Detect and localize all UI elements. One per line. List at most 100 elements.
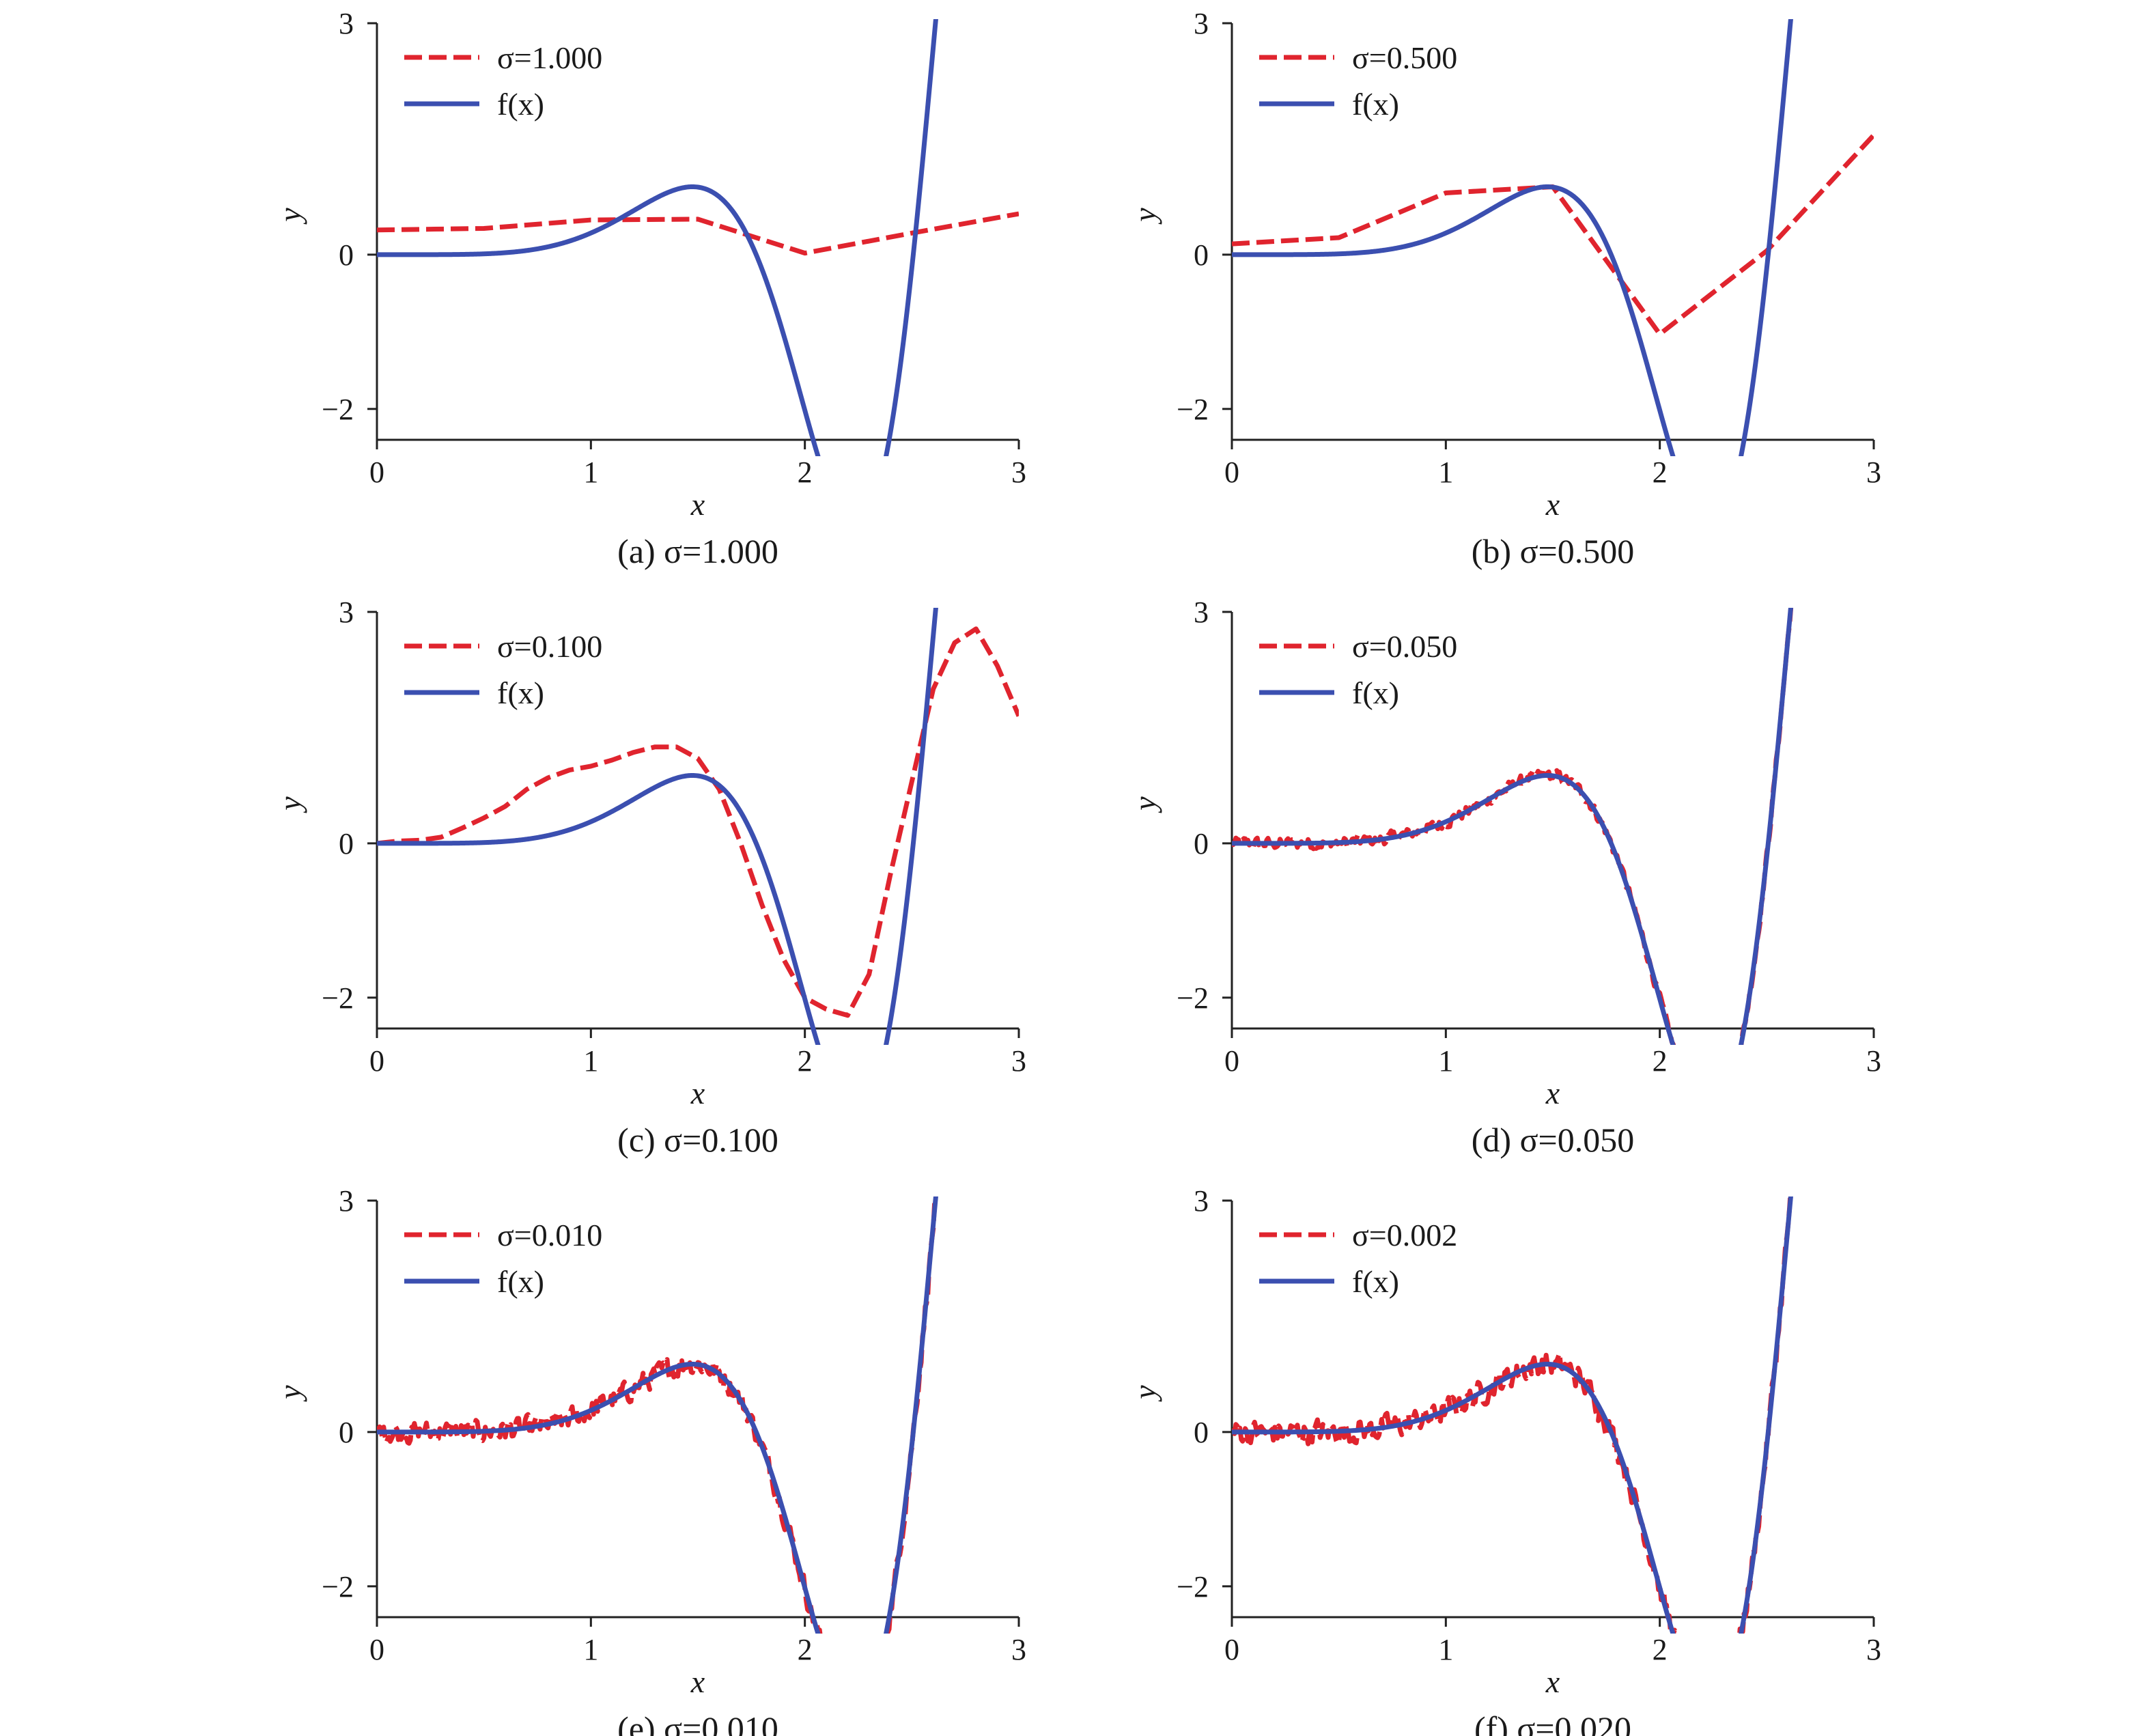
y-tick-label: 3 <box>1194 1184 1209 1218</box>
x-tick-label: 1 <box>583 1633 598 1666</box>
chart-panel: 0 1 2 3 −2 0 3 x y σ=0.100 f(x) (c) σ=0.100 <box>272 596 1026 1159</box>
x-tick-label: 3 <box>1866 456 1881 489</box>
legend: σ=0.500 f(x) <box>1259 40 1457 122</box>
chart-panel: 0 1 2 3 −2 0 3 x y σ=0.050 f(x) (d) σ=0.050 <box>1127 596 1881 1159</box>
chart-panel: 0 1 2 3 −2 0 3 x y σ=0.010 f(x) (e) σ=0.010 <box>272 1184 1026 1736</box>
legend: σ=0.100 f(x) <box>404 629 602 710</box>
x-axis-title: x <box>1545 487 1560 522</box>
legend: σ=0.002 f(x) <box>1259 1218 1457 1299</box>
x-tick-label: 1 <box>583 1044 598 1078</box>
x-axis-title: x <box>690 487 705 522</box>
y-tick-label: 0 <box>339 238 354 272</box>
y-tick-label: 3 <box>339 1184 354 1218</box>
legend-label: f(x) <box>497 87 544 122</box>
series-true-function-line <box>1232 608 1793 1045</box>
legend-label: σ=0.050 <box>1352 629 1457 664</box>
y-axis-title: y <box>272 208 307 225</box>
series-true-function-line <box>377 1196 938 1634</box>
x-tick-label: 3 <box>1011 1633 1026 1666</box>
x-tick-label: 3 <box>1011 1044 1026 1078</box>
chart-panel: 0 1 2 3 −2 0 3 x y σ=0.500 f(x) (b) σ=0.500 <box>1127 7 1881 570</box>
x-tick-label: 0 <box>1224 1633 1239 1666</box>
legend: σ=0.050 f(x) <box>1259 629 1457 710</box>
x-tick-label: 0 <box>369 456 384 489</box>
y-tick-label: −2 <box>322 393 354 426</box>
panel-caption: (b) σ=0.500 <box>1472 532 1634 570</box>
y-axis-title: y <box>272 1385 307 1402</box>
series-true-function-line <box>1232 1196 1793 1634</box>
plot-area <box>377 19 1019 456</box>
x-axis-title: x <box>690 1076 705 1110</box>
y-tick-label: 0 <box>339 1416 354 1449</box>
plot-area <box>1232 608 1794 1045</box>
plot-area <box>1232 19 1874 456</box>
panel-caption: (d) σ=0.050 <box>1472 1121 1634 1159</box>
x-tick-label: 0 <box>369 1044 384 1078</box>
y-tick-label: 3 <box>339 596 354 629</box>
x-tick-label: 0 <box>369 1633 384 1666</box>
legend-label: f(x) <box>1352 87 1399 122</box>
legend-label: σ=0.002 <box>1352 1218 1457 1252</box>
legend-label: σ=1.000 <box>497 40 602 75</box>
x-tick-label: 2 <box>798 1044 813 1078</box>
legend: σ=1.000 f(x) <box>404 40 602 122</box>
legend-label: σ=0.010 <box>497 1218 602 1252</box>
y-tick-label: −2 <box>1177 981 1209 1015</box>
legend-label: σ=0.500 <box>1352 40 1457 75</box>
legend-label: f(x) <box>497 675 544 710</box>
legend-label: f(x) <box>1352 675 1399 710</box>
panel-caption: (f) σ=0.020 <box>1474 1709 1631 1736</box>
y-tick-label: −2 <box>1177 393 1209 426</box>
y-tick-label: −2 <box>322 981 354 1015</box>
plot-area <box>377 608 1019 1045</box>
y-tick-label: 3 <box>1194 7 1209 40</box>
y-axis-title: y <box>1127 796 1162 813</box>
x-tick-label: 2 <box>1653 456 1668 489</box>
x-tick-label: 2 <box>798 1633 813 1666</box>
y-tick-label: 3 <box>339 7 354 40</box>
y-tick-label: 0 <box>1194 1416 1209 1449</box>
series-true-function-line <box>377 608 938 1045</box>
x-axis-title: x <box>1545 1076 1560 1110</box>
x-tick-label: 1 <box>583 456 598 489</box>
y-axis-title: y <box>272 796 307 813</box>
y-tick-label: 0 <box>1194 827 1209 860</box>
y-tick-label: 0 <box>1194 238 1209 272</box>
legend-label: f(x) <box>497 1264 544 1299</box>
series-noisy-line <box>377 626 1019 1018</box>
x-tick-label: 2 <box>1653 1633 1668 1666</box>
panel-caption: (a) σ=1.000 <box>617 532 778 570</box>
series-noisy-line <box>1232 608 1794 1045</box>
plot-area <box>1232 1196 1793 1634</box>
chart-panel: 0 1 2 3 −2 0 3 x y σ=0.002 f(x) (f) σ=0.020 <box>1127 1184 1881 1736</box>
x-tick-label: 1 <box>1438 456 1453 489</box>
legend: σ=0.010 f(x) <box>404 1218 602 1299</box>
x-tick-label: 0 <box>1224 456 1239 489</box>
y-axis-title: y <box>1127 208 1162 225</box>
x-tick-label: 2 <box>798 456 813 489</box>
x-tick-label: 1 <box>1438 1633 1453 1666</box>
x-axis-title: x <box>1545 1664 1560 1699</box>
legend-label: σ=0.100 <box>497 629 602 664</box>
legend-label: f(x) <box>1352 1264 1399 1299</box>
plot-area <box>377 1196 938 1634</box>
x-tick-label: 1 <box>1438 1044 1453 1078</box>
panel-caption: (c) σ=0.100 <box>617 1121 778 1159</box>
chart-panel: 0 1 2 3 −2 0 3 x y σ=1.000 f(x) (a) σ=1.000 <box>272 7 1026 570</box>
x-tick-label: 0 <box>1224 1044 1239 1078</box>
x-tick-label: 3 <box>1011 456 1026 489</box>
y-tick-label: 0 <box>339 827 354 860</box>
y-tick-label: 3 <box>1194 596 1209 629</box>
y-tick-label: −2 <box>322 1570 354 1604</box>
y-axis-title: y <box>1127 1385 1162 1402</box>
panel-caption: (e) σ=0.010 <box>617 1709 778 1736</box>
x-tick-label: 3 <box>1866 1633 1881 1666</box>
series-true-function-line <box>377 19 938 456</box>
series-true-function-line <box>1232 19 1793 456</box>
y-tick-label: −2 <box>1177 1570 1209 1604</box>
x-tick-label: 3 <box>1866 1044 1881 1078</box>
x-tick-label: 2 <box>1653 1044 1668 1078</box>
series-noisy-line <box>377 211 1019 256</box>
x-axis-title: x <box>690 1664 705 1699</box>
